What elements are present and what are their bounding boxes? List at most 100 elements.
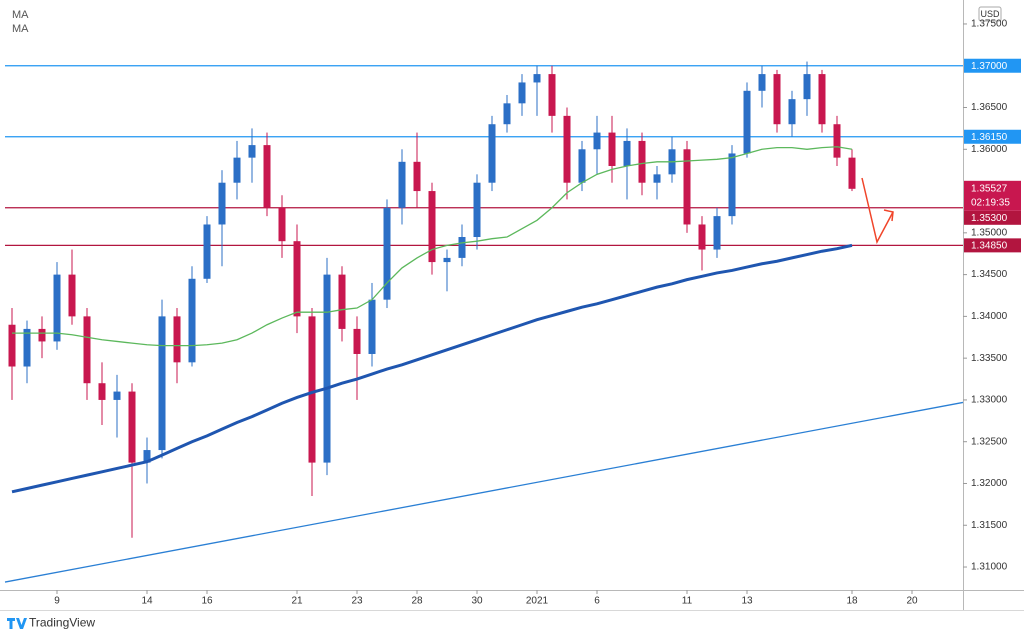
level-box	[964, 238, 1021, 253]
candle-body	[578, 149, 586, 183]
brand-name: TradingView	[29, 616, 95, 630]
candle-body	[473, 182, 481, 238]
x-tick-label: 30	[471, 596, 483, 607]
candle-body	[773, 74, 781, 125]
level-box	[964, 58, 1021, 73]
candle-body	[23, 328, 31, 367]
legend-ma: MA	[12, 9, 29, 21]
candle-body	[683, 149, 691, 225]
candle-body	[218, 182, 226, 225]
y-tick-label: 1.36000	[971, 144, 1008, 155]
y-tick-label: 1.35000	[971, 227, 1008, 238]
candle-body	[323, 274, 331, 463]
candle-body	[728, 153, 736, 217]
annotation-arrow	[861, 177, 894, 245]
x-tick-label: 9	[54, 596, 60, 607]
annotation-arrowhead	[883, 209, 894, 222]
candle-body	[233, 157, 241, 183]
candle-body	[848, 157, 856, 189]
y-tick-label: 1.34500	[971, 269, 1008, 280]
moving-average	[11, 243, 853, 494]
currency-box[interactable]	[978, 6, 1002, 22]
candle-body	[443, 257, 451, 263]
legend-ma: MA	[12, 23, 29, 35]
candle-body	[458, 237, 466, 258]
x-tick-label: 14	[141, 596, 153, 607]
x-tick-label: 21	[291, 596, 303, 607]
candle-body	[68, 274, 76, 317]
x-tick-label: 6	[594, 596, 600, 607]
level-label: 1.36150	[971, 132, 1008, 143]
candle-body	[758, 74, 766, 91]
candle-body	[188, 278, 196, 363]
candle-body	[608, 132, 616, 166]
candle-body	[743, 90, 751, 154]
candle-body	[8, 324, 16, 367]
level-box	[964, 129, 1021, 144]
candle-body	[308, 316, 316, 463]
y-tick-label: 1.33500	[971, 353, 1008, 364]
y-tick-label: 1.31500	[971, 520, 1008, 531]
countdown-label: 02:19:35	[971, 197, 1010, 208]
y-tick-label: 1.36500	[971, 102, 1008, 113]
x-tick-label: 11	[682, 596, 693, 607]
y-tick-label: 1.31000	[971, 562, 1008, 573]
y-tick-label: 1.32500	[971, 436, 1008, 447]
candle-body	[278, 207, 286, 242]
candle-body	[263, 145, 271, 208]
candle-body	[803, 74, 811, 100]
candle-body	[398, 161, 406, 208]
moving-average	[12, 146, 853, 347]
candle-body	[413, 161, 421, 192]
candle-body	[293, 241, 301, 317]
last-price-box	[964, 180, 1021, 211]
y-tick-label: 1.34000	[971, 311, 1008, 322]
candle-body	[143, 450, 151, 463]
candle-body	[818, 74, 826, 125]
candle-body	[698, 224, 706, 250]
candle-body	[128, 391, 136, 463]
candle-body	[203, 224, 211, 279]
y-tick-label: 1.32000	[971, 478, 1008, 489]
level-label: 1.35300	[971, 213, 1008, 224]
level-box	[964, 210, 1021, 225]
currency: USD	[980, 9, 1000, 19]
level-label: 1.37000	[971, 61, 1008, 72]
x-tick-label: 28	[411, 596, 423, 607]
candle-body	[788, 99, 796, 125]
x-tick-label: 18	[846, 596, 858, 607]
candle-body	[833, 124, 841, 158]
candle-body	[533, 74, 541, 83]
brand-logo	[7, 618, 27, 629]
candle-body	[173, 316, 181, 363]
candle-body	[38, 328, 46, 342]
candle-body	[563, 115, 571, 183]
y-tick-label: 1.37500	[971, 19, 1008, 30]
candle-body	[353, 328, 361, 354]
candle-body	[338, 274, 346, 329]
y-tick-label: 1.33000	[971, 395, 1008, 406]
candle-body	[638, 140, 646, 183]
candle-body	[653, 174, 661, 183]
x-tick-label: 23	[351, 596, 363, 607]
x-tick-label: 2021	[526, 596, 549, 607]
candle-body	[713, 216, 721, 250]
last-price-label: 1.35527	[971, 183, 1008, 194]
candle-body	[518, 82, 526, 104]
candle-body	[53, 274, 61, 342]
candle-body	[113, 391, 121, 400]
x-tick-label: 20	[906, 596, 918, 607]
candle-body	[548, 74, 556, 116]
candle-body	[158, 316, 166, 451]
candle-body	[428, 191, 436, 263]
candle-body	[368, 299, 376, 354]
x-tick-label: 16	[201, 596, 213, 607]
candle-body	[383, 207, 391, 300]
x-tick-label: 13	[741, 596, 753, 607]
candle-body	[98, 383, 106, 400]
candle-body	[593, 132, 601, 150]
candle-body	[623, 140, 631, 166]
candle-body	[488, 124, 496, 183]
